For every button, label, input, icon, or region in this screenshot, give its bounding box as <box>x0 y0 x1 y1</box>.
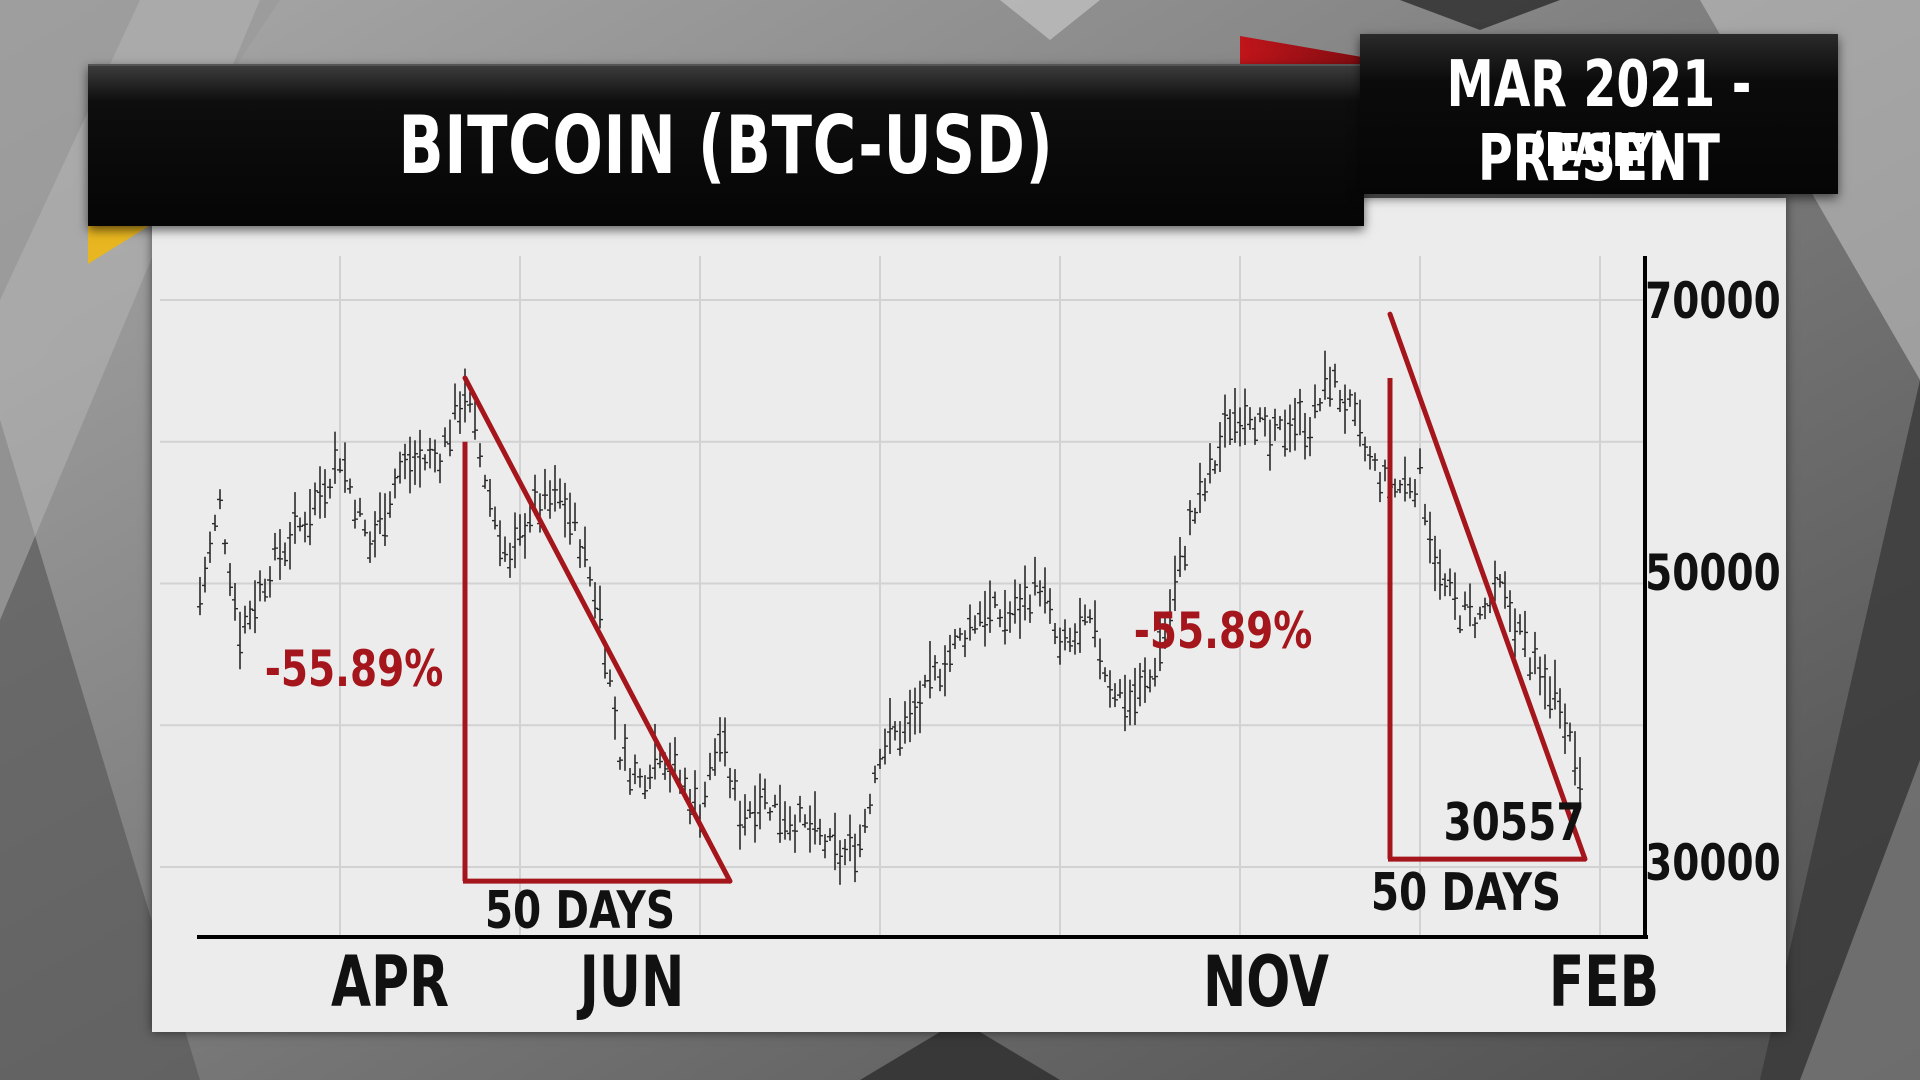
drop2-percent-label: -55.89% <box>1134 601 1313 660</box>
drop1-percent-label: -55.89% <box>265 639 444 698</box>
chart-grid <box>160 256 1645 935</box>
date-range-label: MAR 2021 - PRESENT <box>1446 48 1752 196</box>
drawdown-2-hypotenuse <box>1387 311 1588 862</box>
x-tick-apr: APR <box>331 941 449 1023</box>
projection-value-label: 30557 <box>1443 792 1584 852</box>
x-tick-jun: JUN <box>576 941 684 1023</box>
x-tick-feb: FEB <box>1549 941 1659 1023</box>
x-tick-nov: NOV <box>1203 941 1329 1023</box>
days1-label: 50 DAYS <box>485 880 675 940</box>
title-banner: BITCOIN (BTC-USD) <box>88 64 1364 226</box>
y-tick-30000: 30000 <box>1645 833 1781 892</box>
price-bars <box>197 350 1583 885</box>
drawdown-annotations <box>462 311 1588 884</box>
interval-label: (DAILY) <box>1529 123 1669 177</box>
y-tick-50000: 50000 <box>1645 543 1781 602</box>
chart-panel <box>152 198 1786 1032</box>
drawdown-1-hypotenuse <box>462 375 733 884</box>
y-tick-70000: 70000 <box>1645 271 1781 330</box>
date-range-banner: MAR 2021 - PRESENT (DAILY) <box>1360 34 1838 196</box>
days2-label: 50 DAYS <box>1371 862 1561 922</box>
chart-title: BITCOIN (BTC-USD) <box>398 99 1054 192</box>
yellow-accent-tab <box>88 224 152 264</box>
